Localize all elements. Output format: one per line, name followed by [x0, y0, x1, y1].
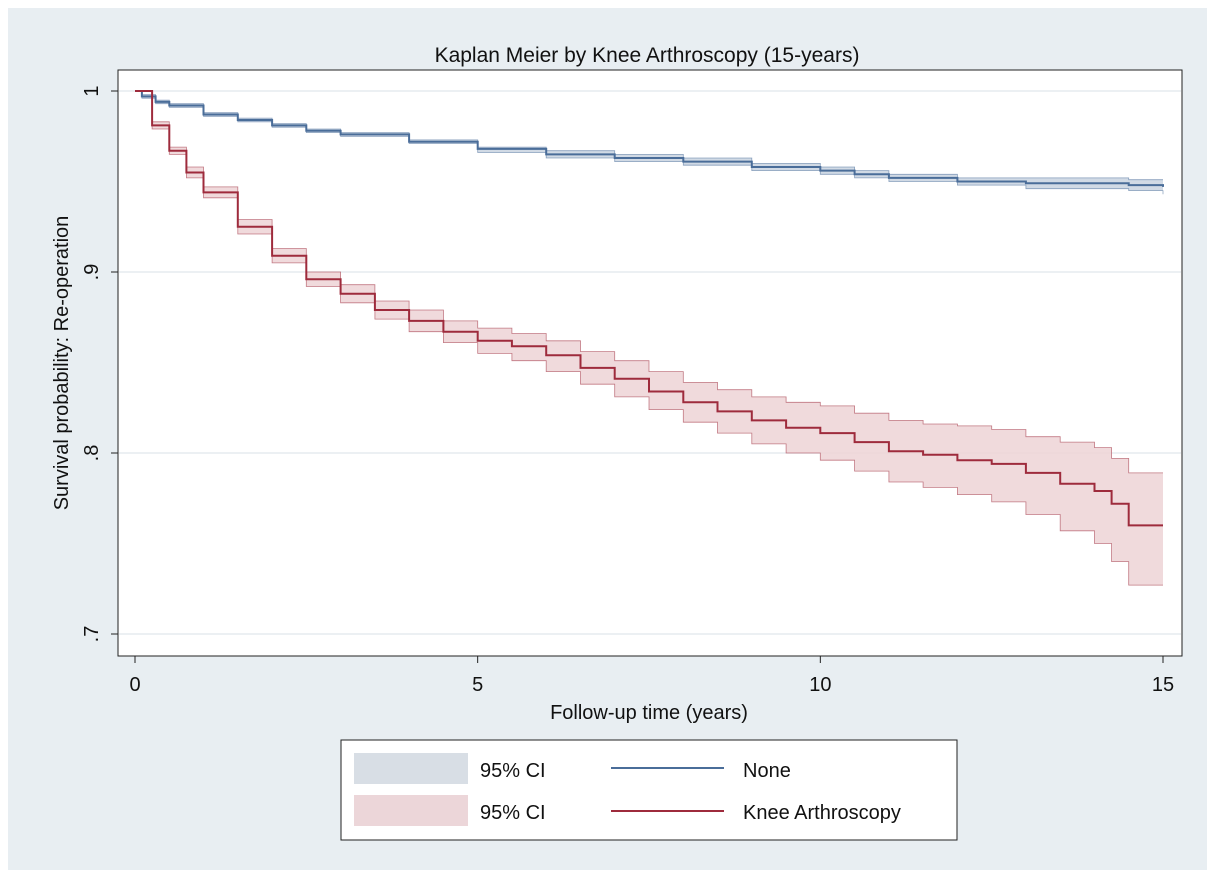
legend: 95% CI None 95% CI Knee Arthroscopy: [340, 739, 958, 841]
ci-lower-knee: [135, 90, 1163, 586]
survival-line-knee: [135, 90, 1163, 527]
legend-swatch-ci-none: [354, 753, 468, 784]
y-tick-label: .7: [81, 626, 103, 643]
plot-area: [117, 69, 1183, 657]
legend-label-ci-none: 95% CI: [480, 760, 546, 782]
x-axis: 0 5 10 15: [129, 656, 1174, 696]
x-tick-label: 10: [809, 674, 831, 696]
ci-upper-none: [135, 90, 1163, 181]
x-tick-label: 5: [472, 674, 483, 696]
x-tick-label: 0: [129, 674, 140, 696]
y-tick-label: .9: [81, 264, 103, 281]
y-tick-label: .8: [81, 445, 103, 462]
legend-label-knee: Knee Arthroscopy: [743, 802, 901, 824]
km-chart: Kaplan Meier by Knee Arthroscopy (15-yea…: [51, 44, 1183, 841]
x-axis-label: Follow-up time (years): [550, 702, 748, 724]
survival-lines: [135, 90, 1164, 527]
y-tick-label: 1: [81, 85, 103, 96]
y-axis: .7 .8 .9 1: [81, 85, 118, 642]
x-tick-label: 15: [1152, 674, 1174, 696]
ci-upper-knee: [135, 90, 1163, 474]
legend-label-ci-knee: 95% CI: [480, 802, 546, 824]
chart-frame: Kaplan Meier by Knee Arthroscopy (15-yea…: [8, 8, 1207, 870]
chart-title: Kaplan Meier by Knee Arthroscopy (15-yea…: [435, 44, 860, 67]
legend-label-none: None: [743, 760, 791, 782]
legend-swatch-ci-knee: [354, 795, 468, 826]
y-axis-label: Survival probability: Re-operation: [51, 216, 73, 511]
ci-band-knee: [135, 91, 1163, 586]
survival-line-none: [135, 90, 1164, 187]
